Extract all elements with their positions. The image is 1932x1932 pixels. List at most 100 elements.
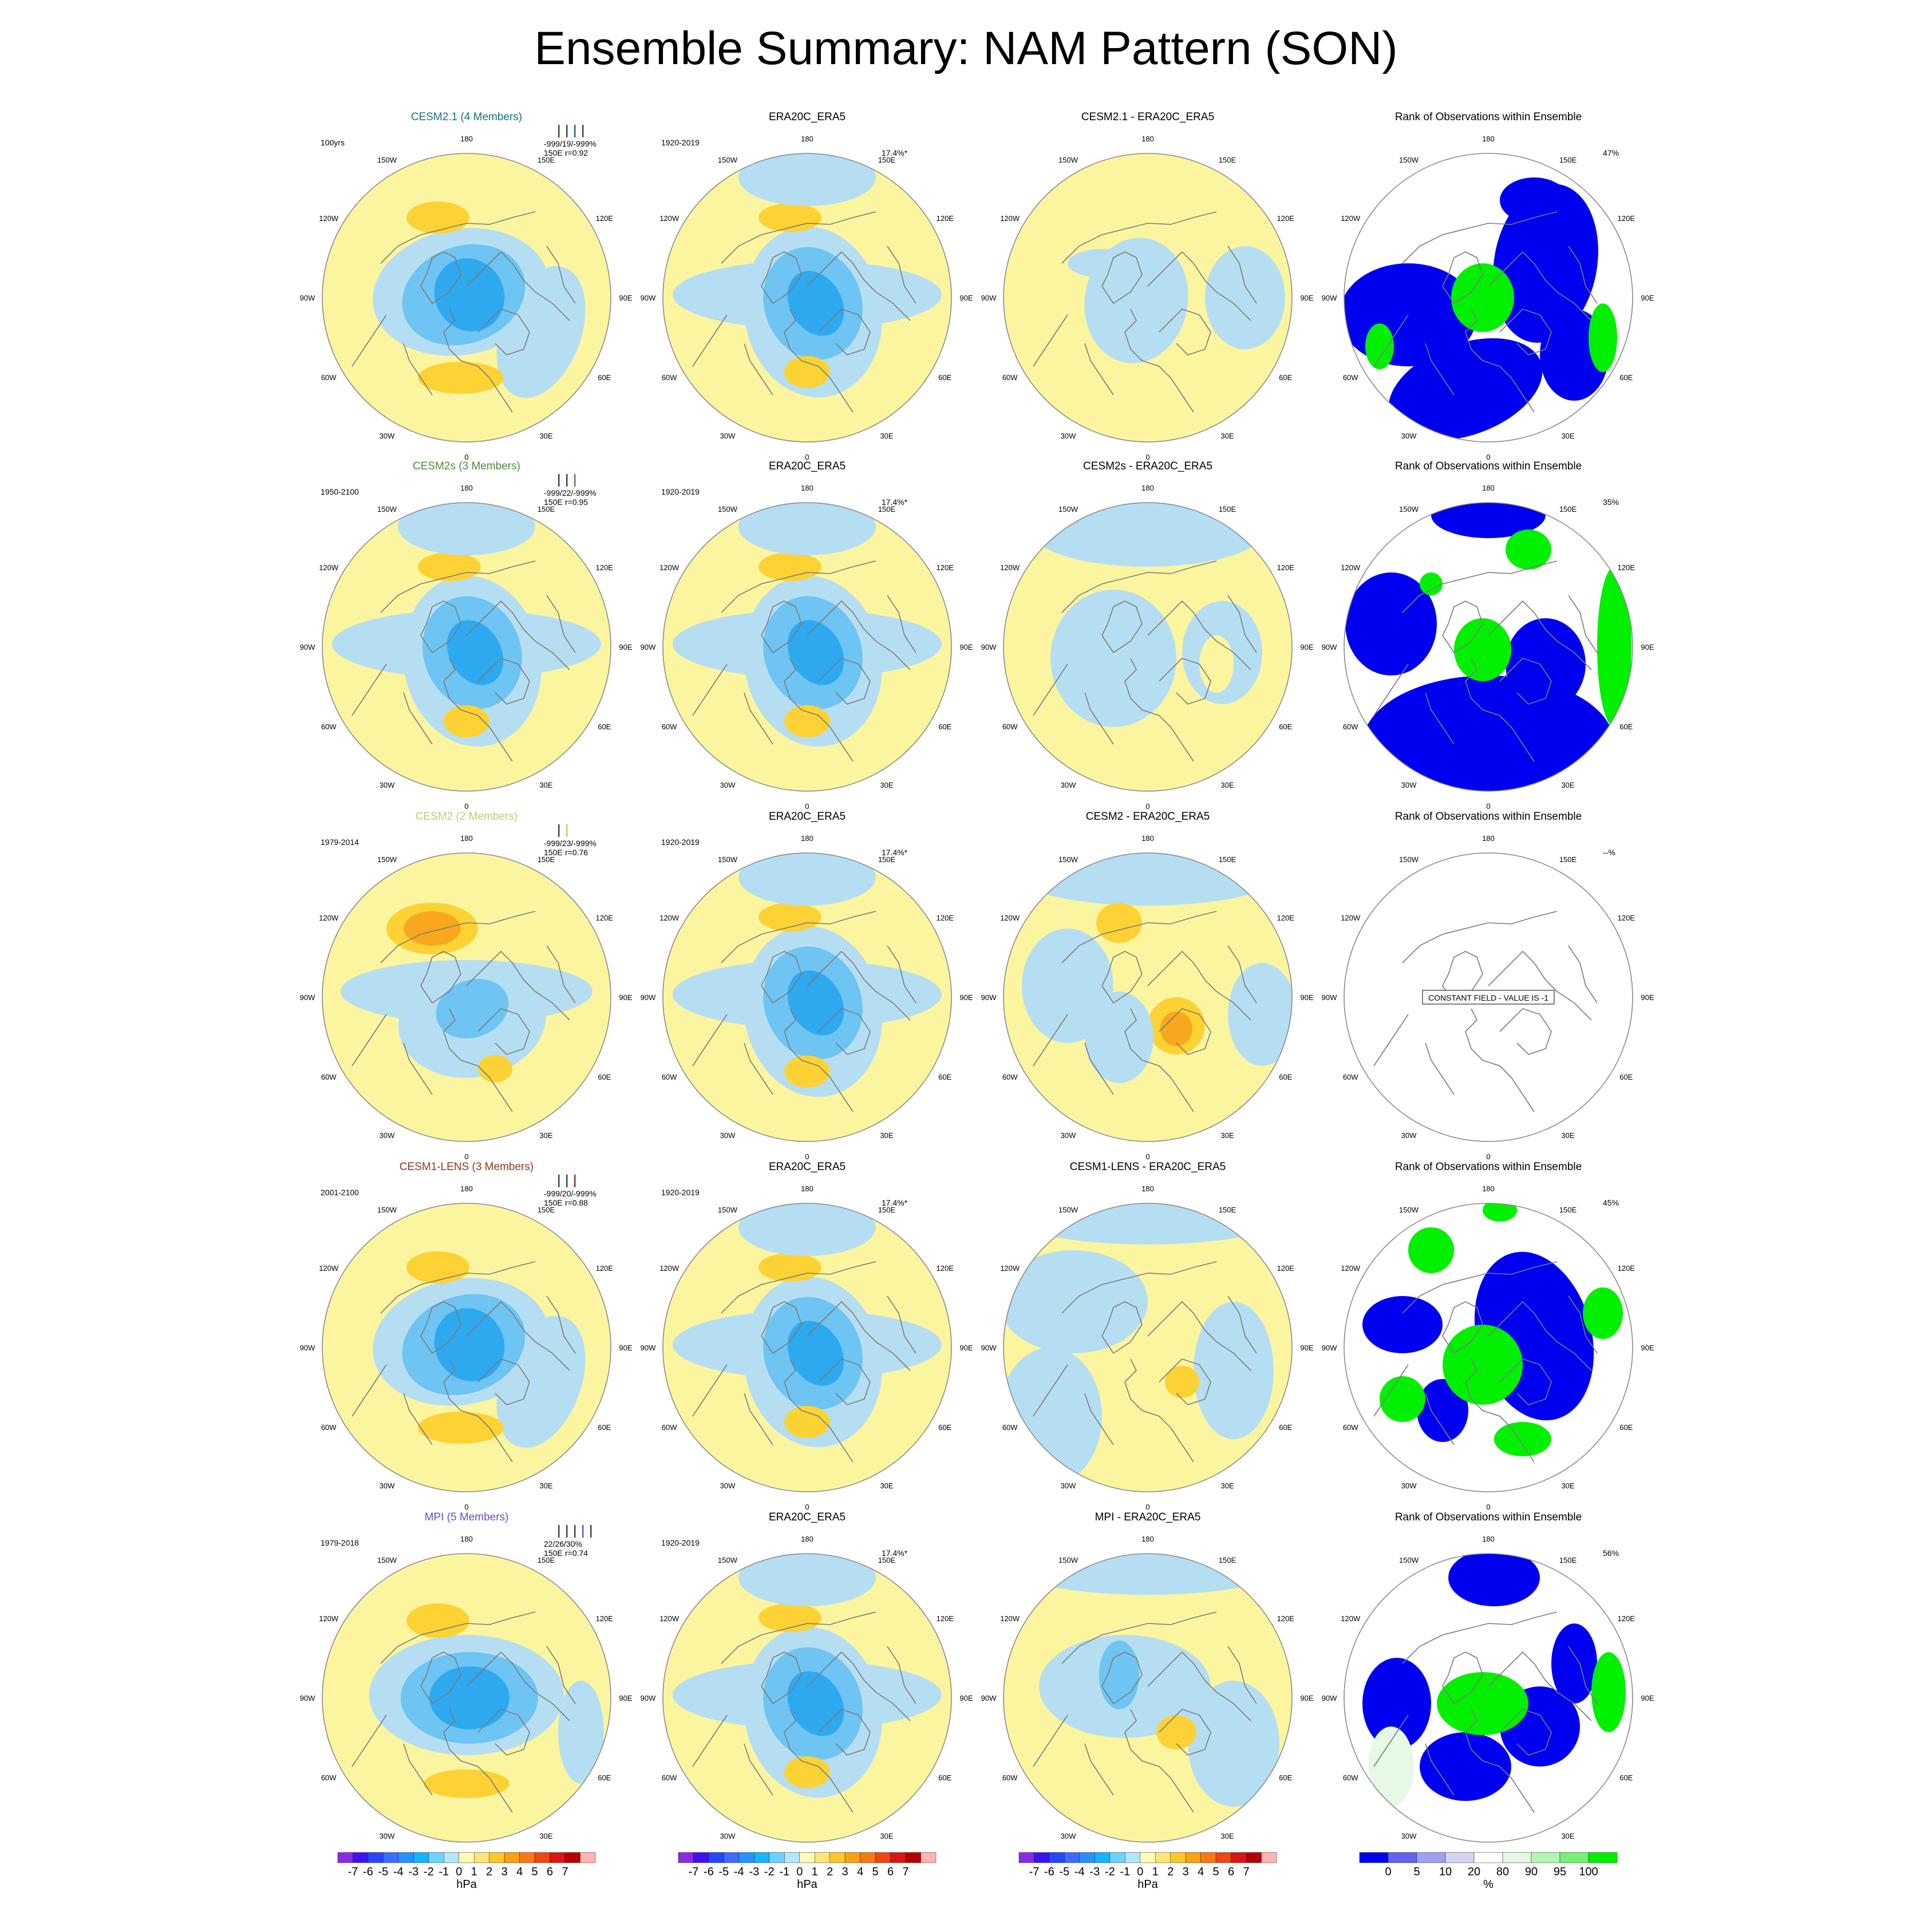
- coastline: [1061, 560, 1217, 613]
- contour-region: [1010, 1554, 1285, 1595]
- stats-label: 150E: [544, 148, 563, 157]
- longitude-label: 120E: [596, 914, 614, 922]
- longitude-label: 150W: [718, 156, 738, 164]
- longitude-label: 90E: [1641, 1694, 1654, 1702]
- longitude-label: 150E: [538, 855, 555, 864]
- longitude-label: 120E: [1277, 563, 1295, 572]
- coastline: [1147, 950, 1251, 1021]
- longitude-label: 180: [801, 1535, 813, 1543]
- rank-region: [1506, 618, 1586, 710]
- coastline: [1465, 309, 1535, 413]
- colorbar-tick-label: 4: [857, 1866, 863, 1878]
- coastline: [807, 1651, 911, 1721]
- period-label: 1979-2018: [321, 1538, 359, 1547]
- contour-region: [1188, 1681, 1279, 1807]
- longitude-label: 120W: [659, 914, 679, 922]
- colorbar-tick-label: 0: [796, 1866, 803, 1878]
- contour-region: [1205, 246, 1285, 349]
- longitude-label: 180: [801, 484, 813, 492]
- panel-rank-1: Rank of Observations within Ensemble 35% 1…: [1322, 460, 1654, 811]
- colorbar-swatch: [459, 1852, 475, 1863]
- pct-label: 56%: [1603, 1548, 1619, 1558]
- longitude-label: 150E: [1219, 156, 1236, 164]
- colorbar-swatch: [1215, 1852, 1231, 1863]
- map-field: [1003, 503, 1292, 791]
- coastline: [351, 1714, 387, 1767]
- member-tick: [558, 474, 560, 487]
- longitude-label: 60E: [1279, 1073, 1292, 1081]
- longitude-label: 120E: [1277, 1614, 1295, 1623]
- longitude-label: 120E: [1618, 914, 1635, 922]
- coastline: [403, 1743, 433, 1796]
- contour-region: [418, 362, 504, 394]
- colorbar-tick-label: -2: [1105, 1866, 1115, 1878]
- coastline: [761, 1301, 802, 1354]
- rank-field: [1344, 153, 1633, 442]
- panel-model-3: CESM1-LENS (3 Members) 2001-2100 -999/20/-…: [300, 1161, 633, 1511]
- coastline: [744, 692, 773, 745]
- longitude-label: 60W: [1343, 1773, 1358, 1782]
- longitude-label: 90W: [300, 1344, 315, 1352]
- contour-region: [784, 1756, 830, 1788]
- coastline: [477, 1709, 530, 1756]
- longitude-label: 0: [464, 802, 468, 811]
- coastline: [1061, 911, 1217, 963]
- map-border: [1003, 852, 1293, 1142]
- colorbar-swatch: [860, 1852, 876, 1863]
- map-border: [1344, 153, 1633, 442]
- longitude-label: 120W: [1000, 214, 1020, 223]
- colorbar-tick-label: 6: [1228, 1866, 1234, 1878]
- coastline: [443, 309, 513, 413]
- colorbar-swatch: [337, 1852, 353, 1863]
- coastline: [1568, 1295, 1598, 1354]
- panel-title: ERA20C_ERA5: [769, 111, 846, 123]
- longitude-label: 60E: [1619, 1423, 1633, 1432]
- coastline: [818, 1008, 871, 1055]
- colorbar-tick-label: 7: [902, 1866, 908, 1878]
- colorbar-tick-label: 4: [1198, 1866, 1204, 1878]
- coastline: [443, 1358, 513, 1463]
- map-field: [322, 853, 611, 1141]
- longitude-label: 150W: [718, 505, 738, 513]
- colorbar-swatch: [580, 1852, 596, 1863]
- longitude-label: 180: [801, 834, 813, 843]
- longitude-label: 150W: [1399, 855, 1419, 864]
- colorbar-tick-label: -7: [1029, 1866, 1040, 1878]
- colorbar-swatch: [1018, 1852, 1034, 1863]
- contour-region: [1068, 249, 1136, 278]
- longitude-label: 60E: [598, 373, 611, 382]
- contour-region: [738, 1554, 876, 1606]
- longitude-label: 30E: [880, 1481, 893, 1490]
- colorbar-swatch: [1261, 1852, 1277, 1863]
- coastline: [546, 945, 576, 1003]
- longitude-label: 90W: [300, 993, 315, 1002]
- longitude-label: 90W: [1322, 643, 1337, 651]
- correlation-label: r=0.95: [565, 497, 588, 507]
- rank-region: [1591, 1652, 1626, 1732]
- contour-region: [738, 1203, 876, 1256]
- longitude-label: 30W: [380, 432, 395, 440]
- longitude-label: 150W: [1399, 156, 1419, 164]
- contour-region: [758, 903, 821, 931]
- coastline: [466, 251, 570, 321]
- longitude-label: 120E: [1618, 1264, 1635, 1273]
- coastline: [887, 945, 916, 1003]
- longitude-label: 150E: [538, 1556, 555, 1564]
- longitude-label: 120E: [1277, 914, 1295, 922]
- pct-label: 47%: [1603, 148, 1619, 157]
- panel-obs-1: ERA20C_ERA5 1920-2019 17.4%* 180 150E 120E 90E…: [641, 460, 973, 811]
- contour-region: [434, 258, 505, 331]
- coastline: [721, 560, 876, 613]
- longitude-label: 0: [805, 802, 809, 811]
- contour-region: [1050, 590, 1176, 727]
- contour-region: [444, 705, 489, 737]
- rank-region: [1362, 1296, 1443, 1353]
- coastline: [1499, 658, 1552, 705]
- longitude-label: 30W: [380, 1131, 395, 1140]
- longitude-label: 90W: [1322, 1694, 1337, 1702]
- contour-region: [784, 1406, 830, 1438]
- coastline: [744, 1743, 773, 1796]
- longitude-label: 90W: [981, 294, 997, 302]
- rank-region: [1589, 303, 1617, 372]
- longitude-label: 30E: [1561, 1481, 1574, 1490]
